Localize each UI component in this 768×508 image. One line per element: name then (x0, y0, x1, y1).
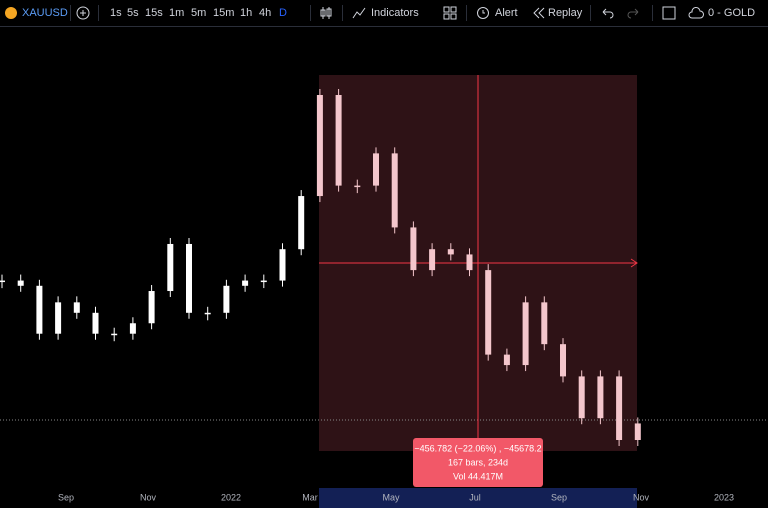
candle (597, 376, 604, 419)
candle (298, 196, 305, 250)
candle (223, 285, 230, 313)
candle (373, 153, 379, 186)
add-symbol[interactable] (76, 6, 90, 20)
separator (98, 5, 99, 21)
interval[interactable]: D (279, 7, 287, 19)
x-axis-label: Nov (633, 492, 650, 502)
interval[interactable]: 1h (240, 7, 253, 19)
interval[interactable]: 1m (169, 7, 185, 19)
interval[interactable]: 1s (110, 7, 122, 19)
replay[interactable]: Replay (548, 7, 583, 19)
interval[interactable]: 5s (127, 7, 139, 19)
interval[interactable]: 15m (213, 7, 235, 19)
candle (129, 323, 136, 334)
alert[interactable]: Alert (495, 7, 518, 19)
alert-icon[interactable] (476, 6, 490, 20)
candle (260, 280, 267, 283)
candle (410, 227, 417, 271)
x-axis-label: Nov (140, 492, 157, 502)
symbol[interactable]: XAUUSD (22, 7, 68, 19)
replay-icon[interactable] (532, 6, 546, 20)
candle (17, 280, 24, 286)
range-highlight (319, 488, 637, 508)
candle (429, 249, 436, 271)
separator (342, 5, 343, 21)
cloud-icon[interactable] (688, 6, 704, 20)
x-axis-label: May (382, 492, 400, 502)
candle (616, 376, 623, 440)
measure-text: 167 bars, 234d (448, 457, 508, 467)
interval[interactable]: 5m (191, 7, 207, 19)
measure-tooltip (413, 438, 543, 487)
x-axis-label: Sep (551, 492, 567, 502)
candle (111, 333, 118, 336)
separator (466, 5, 467, 21)
candle (541, 302, 548, 345)
interval[interactable]: 15s (145, 7, 163, 19)
x-axis-label: 2023 (714, 492, 734, 502)
separator (70, 5, 71, 21)
candle (522, 302, 529, 366)
candle (447, 249, 454, 255)
arrow (630, 258, 638, 268)
candle (634, 423, 641, 440)
candle (242, 280, 249, 286)
measure-text: −456.782 (−22.06%) , −45678.2 (414, 443, 541, 453)
candle (167, 243, 174, 292)
candles (0, 89, 641, 446)
chart-type[interactable] (319, 6, 333, 20)
candle (0, 280, 5, 283)
candle (485, 270, 492, 355)
separator (590, 5, 591, 21)
account[interactable]: 0 - GOLD (708, 7, 756, 19)
layouts[interactable] (443, 6, 457, 20)
candle (55, 302, 62, 334)
x-axis-label: 2022 (221, 492, 241, 502)
separator (310, 5, 311, 21)
fullscreen[interactable] (662, 6, 676, 20)
candle (391, 153, 398, 228)
undo[interactable] (600, 6, 614, 20)
x-axis-label: Jul (469, 492, 481, 502)
indicators-icon[interactable] (352, 6, 366, 20)
candle (316, 95, 323, 197)
candle (36, 285, 43, 334)
candle (148, 291, 155, 324)
x-axis-label: Mar (302, 492, 318, 502)
candle (73, 302, 80, 313)
redo[interactable] (627, 6, 641, 20)
symbol-icon (5, 7, 17, 19)
candle (560, 344, 566, 377)
toolbar: XAUUSD 1s 5s 15s 1m 5m 15m 1h 4h D Indic… (0, 0, 768, 27)
indicators[interactable]: Indicators (371, 7, 419, 19)
candle (279, 249, 286, 281)
separator (652, 5, 653, 21)
candle (186, 243, 192, 313)
candle (335, 95, 342, 186)
candle (204, 312, 211, 315)
candle (354, 185, 361, 188)
x-axis-label: Sep (58, 492, 74, 502)
candle (92, 312, 99, 334)
candle (466, 254, 473, 271)
candle (503, 354, 510, 366)
measure-text: Vol 44.417M (453, 471, 503, 481)
interval[interactable]: 4h (259, 7, 272, 19)
candle (578, 376, 585, 419)
